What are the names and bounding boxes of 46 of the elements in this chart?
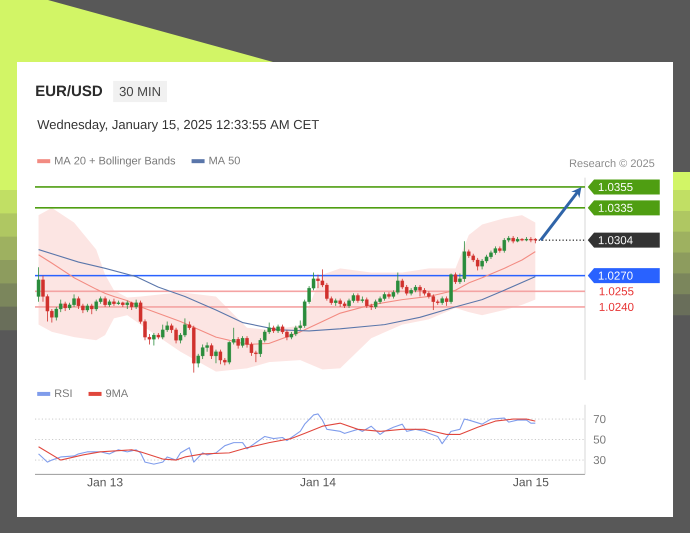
line-series [38, 413, 536, 465]
text: 30 MIN [120, 86, 160, 96]
y-tick-label: 70 [594, 414, 606, 424]
candlestick [228, 340, 232, 365]
candlestick [116, 300, 120, 306]
candlestick [210, 343, 214, 360]
candlestick [365, 297, 369, 308]
candlestick [103, 296, 107, 308]
chart-title: EUR/USD [36, 85, 102, 96]
y-tick-label: 1.0255 [600, 287, 634, 296]
candlestick [214, 349, 218, 364]
y-tick-label: 30 [594, 456, 606, 464]
candlestick [240, 336, 244, 348]
candlestick [134, 299, 138, 310]
y-tick-label: 1.0240 [600, 302, 634, 311]
line-series [38, 251, 536, 345]
candlestick [404, 284, 408, 296]
x-tick-label: Jan 13 [87, 478, 123, 486]
candlestick [400, 278, 404, 290]
candlestick [444, 296, 448, 306]
x-tick-label: Jan 15 [513, 478, 548, 486]
candlestick [36, 266, 40, 302]
legend-label: 9MA [106, 389, 128, 398]
y-tick-label: 1.0304 [598, 236, 633, 244]
candlestick [476, 257, 480, 271]
y-tick-label: 1.0335 [598, 204, 633, 212]
candlestick [454, 272, 458, 284]
x-tick-label: Jan 14 [300, 478, 336, 486]
line-series [38, 249, 536, 332]
y-tick-label: 1.0355 [598, 182, 633, 192]
line-series [38, 418, 536, 461]
legend-label: MA 50 [209, 156, 240, 164]
candlestick [529, 236, 533, 243]
candlestick [152, 332, 156, 346]
candlestick [63, 301, 67, 312]
candlestick [356, 292, 360, 304]
legend-label: MA 20 + Bollinger Bands [55, 156, 176, 167]
chart-subtitle: Wednesday, January 15, 2025 12:33:55 AM CET [37, 120, 319, 132]
y-tick-label: 50 [594, 435, 606, 444]
candlestick [54, 306, 58, 321]
legend-label: RSI [55, 389, 72, 398]
y-tick-label: 1.0270 [598, 272, 633, 280]
candlestick [502, 238, 506, 254]
text: Research © 2025 [570, 159, 654, 168]
candlestick [90, 303, 94, 315]
candlestick [236, 336, 240, 350]
